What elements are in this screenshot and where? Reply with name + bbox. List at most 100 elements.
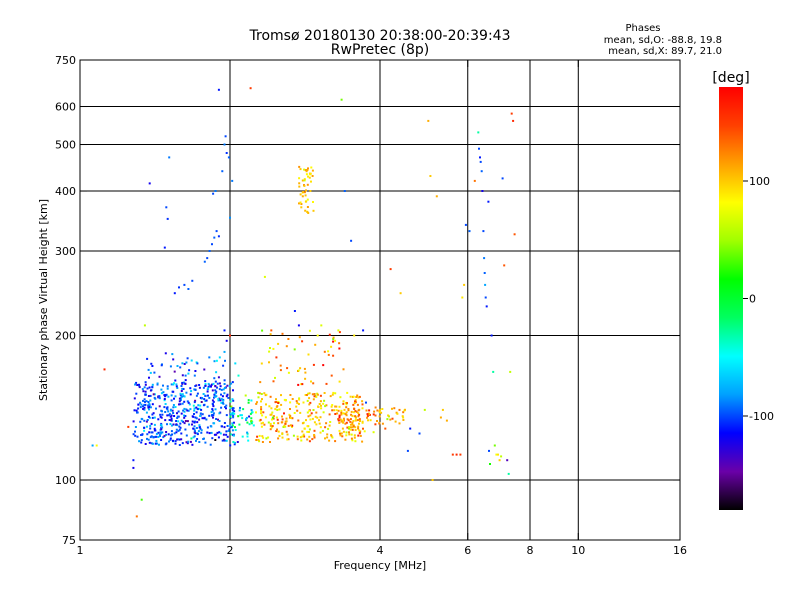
data-point <box>208 414 211 417</box>
data-point <box>195 417 198 420</box>
data-point <box>477 131 480 134</box>
data-point <box>324 405 327 408</box>
x-tick-label: 10 <box>571 544 585 557</box>
data-point <box>357 409 360 412</box>
data-point <box>331 409 334 412</box>
data-point <box>310 380 312 383</box>
data-point <box>180 412 183 415</box>
data-point <box>306 425 309 428</box>
data-point <box>257 438 260 441</box>
data-point <box>357 412 360 415</box>
data-point <box>301 340 304 343</box>
data-point <box>142 399 144 402</box>
data-point <box>263 423 266 426</box>
data-point <box>327 350 330 353</box>
data-point <box>168 440 170 443</box>
data-point <box>298 165 301 168</box>
data-point <box>223 426 226 429</box>
data-point <box>304 200 307 203</box>
data-point <box>213 395 216 398</box>
data-point <box>193 421 196 424</box>
data-point <box>217 398 220 401</box>
data-point <box>338 414 341 417</box>
data-point <box>343 412 346 415</box>
data-point <box>225 439 228 442</box>
data-point <box>218 431 221 434</box>
data-point <box>148 403 151 405</box>
data-point <box>307 353 310 356</box>
data-point <box>298 202 300 205</box>
data-point <box>315 395 318 398</box>
data-point <box>485 305 488 308</box>
data-point <box>148 376 150 379</box>
data-point <box>464 223 467 226</box>
data-point <box>372 431 375 434</box>
data-point <box>298 185 301 188</box>
data-point <box>167 433 170 436</box>
data-point <box>309 172 312 175</box>
data-point <box>159 413 162 416</box>
data-point <box>429 175 432 177</box>
data-point <box>234 426 236 429</box>
data-point <box>212 405 215 408</box>
data-point <box>276 418 279 421</box>
y-tick-label: 75 <box>62 534 76 547</box>
data-point <box>193 388 196 391</box>
data-point <box>513 233 516 236</box>
data-point <box>231 408 234 411</box>
data-point <box>391 407 393 410</box>
data-point <box>323 350 326 353</box>
data-point <box>199 396 202 399</box>
data-point <box>320 404 322 407</box>
data-point <box>286 438 289 441</box>
data-point <box>160 388 163 391</box>
data-point <box>340 413 343 416</box>
data-point <box>177 410 180 413</box>
data-point <box>339 396 342 399</box>
data-point <box>143 419 146 422</box>
data-point <box>389 418 392 421</box>
data-point <box>277 437 280 440</box>
data-point <box>212 414 215 417</box>
data-point <box>337 329 340 332</box>
data-point <box>169 438 172 441</box>
data-point <box>304 209 307 212</box>
data-point <box>201 413 204 416</box>
data-point <box>149 389 152 392</box>
data-point <box>352 411 355 414</box>
data-point <box>232 434 235 437</box>
data-point <box>366 413 369 416</box>
data-point <box>289 415 292 417</box>
data-point <box>207 382 210 385</box>
data-point <box>212 192 215 195</box>
data-point <box>210 425 213 428</box>
data-point <box>169 408 172 411</box>
data-point <box>207 385 210 388</box>
data-point <box>351 421 354 424</box>
data-point <box>260 408 263 411</box>
data-point <box>153 396 156 399</box>
data-point <box>166 217 169 220</box>
data-point <box>164 411 167 413</box>
data-point <box>158 396 161 399</box>
data-point <box>183 414 185 417</box>
data-point <box>145 420 148 423</box>
data-point <box>174 406 177 408</box>
data-point <box>301 435 304 438</box>
data-point <box>340 409 343 412</box>
data-point <box>303 367 306 370</box>
data-point <box>319 431 322 434</box>
data-point <box>378 415 381 418</box>
data-point <box>161 413 164 416</box>
data-point <box>170 417 173 420</box>
data-point <box>280 394 282 397</box>
data-point <box>207 387 210 390</box>
x-tick-label: 16 <box>673 544 687 557</box>
data-point <box>268 350 271 353</box>
data-point <box>350 433 353 436</box>
data-point <box>223 350 226 353</box>
data-point <box>233 412 236 415</box>
data-point <box>303 168 306 171</box>
data-point <box>459 453 462 456</box>
data-point <box>357 415 360 418</box>
